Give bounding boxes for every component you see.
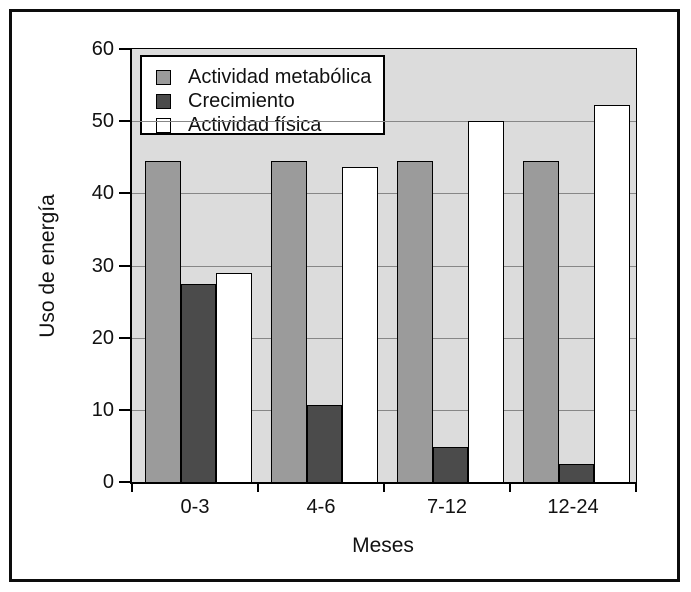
y-axis-tick-label: 20 [91,326,114,349]
bar-series0-4-6 [271,160,307,482]
x-axis-tick [635,482,637,492]
x-category-label: 0-3 [180,496,210,518]
y-axis-tick-60 [119,48,130,50]
bar-series1-4-6 [306,404,342,482]
x-axis-tick [383,482,385,492]
plot-area: Actividad metabólica Crecimiento Actividad… [92,38,637,518]
y-axis-tick-label: 30 [91,254,114,277]
legend-swatch-icon [156,117,171,133]
y-axis-tick-label: 60 [91,38,114,60]
bar-series2-0-3 [216,272,252,482]
x-category-label: 7-12 [426,496,468,518]
legend-label: Crecimiento [188,90,295,112]
legend: Actividad metabólica Crecimiento Actividad… [140,55,385,137]
x-category-label: 12-24 [547,496,599,518]
gridline-y-50 [132,121,636,123]
y-axis-tick-label: 50 [91,110,114,133]
y-axis-tick-label: 0 [102,471,114,493]
y-axis-tick-50 [119,120,130,123]
bar-series1-7-12 [432,447,468,482]
x-axis-tick [509,482,511,492]
legend-label: Actividad física [188,114,322,136]
legend-swatch-icon [156,69,171,85]
legend-swatch-icon [156,93,171,109]
y-axis-tick-label: 10 [91,398,114,421]
gridline-y-20 [132,337,636,339]
bar-series1-12-24 [558,463,594,482]
x-axis-title: Meses [352,534,414,557]
bar-series0-0-3 [145,160,181,482]
y-axis-tick-0 [119,481,130,483]
y-axis-tick-30 [119,264,130,267]
y-axis-tick-label: 40 [91,182,114,205]
gridline-y-40 [132,193,636,195]
y-axis-tick-40 [119,192,130,195]
gridline-y-10 [132,409,636,411]
x-axis-tick [257,482,259,492]
bar-series1-0-3 [180,283,216,482]
x-axis-tick [131,482,133,492]
bar-series2-7-12 [468,121,504,482]
y-axis-tick-10 [119,408,130,411]
legend-item: Actividad metabólica [156,65,383,89]
bar-series0-7-12 [397,160,433,482]
legend-label: Actividad metabólica [188,66,372,88]
bar-series0-12-24 [523,160,559,482]
bar-series2-4-6 [342,166,378,482]
bar-series2-12-24 [594,104,630,482]
legend-item: Actividad física [156,113,383,137]
gridline-y-30 [132,265,636,267]
y-axis-tick-20 [119,336,130,339]
y-axis-title: Uso de energía [36,194,59,338]
legend-item: Crecimiento [156,89,383,113]
x-category-label: 4-6 [306,496,336,518]
figure-border [9,9,680,582]
